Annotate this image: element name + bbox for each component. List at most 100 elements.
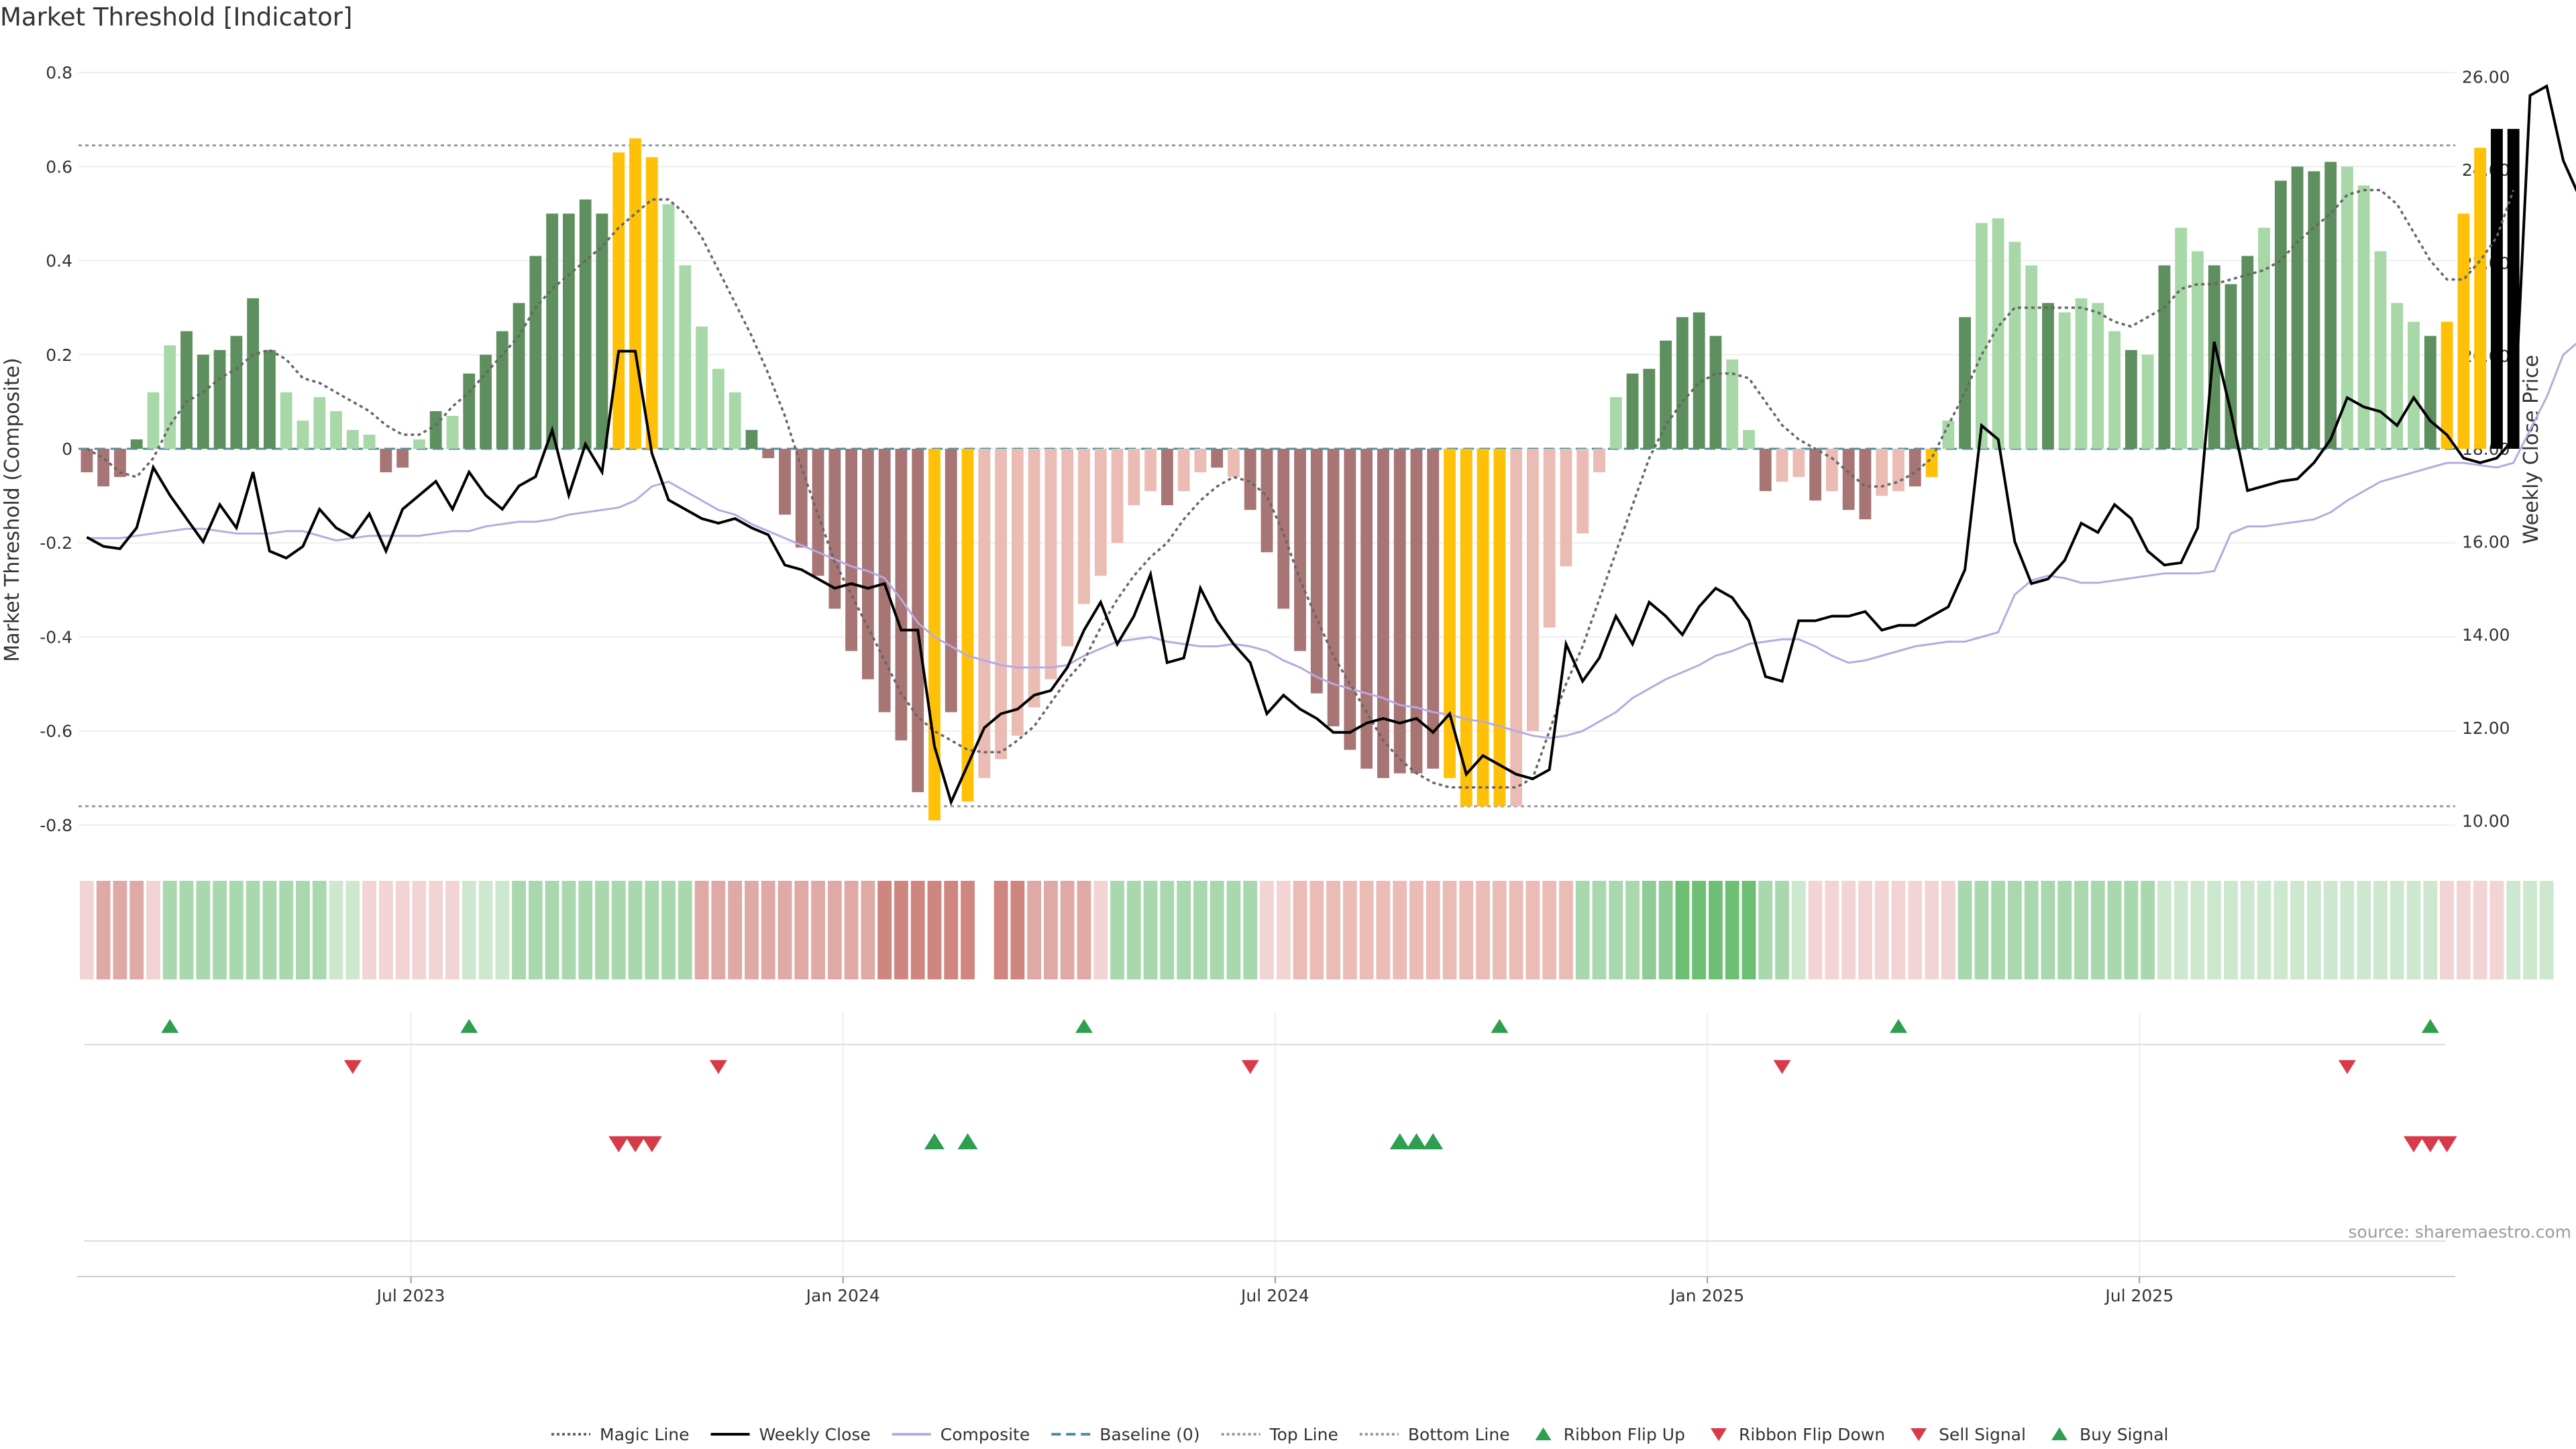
ribbon-segment	[1525, 881, 1540, 979]
composite-bar	[2075, 298, 2088, 449]
ribbon-segment	[1874, 881, 1889, 979]
ribbon-segment	[1359, 881, 1374, 979]
ribbon-segment	[1675, 881, 1690, 979]
composite-bar	[1859, 449, 1872, 520]
source-label: source: sharemaestro.com	[2349, 1222, 2572, 1242]
composite-bar	[1377, 449, 1389, 778]
composite-bar	[2158, 265, 2171, 449]
composite-bar	[629, 138, 641, 449]
x-tick-label: Jul 2025	[2104, 1286, 2174, 1305]
ribbon-segment	[2107, 881, 2122, 979]
composite-bar	[1792, 449, 1805, 478]
composite-bar	[2258, 227, 2270, 449]
composite-bar	[2391, 303, 2404, 449]
sell-signal-marker	[2420, 1136, 2440, 1152]
composite-bar	[1444, 449, 1456, 778]
x-tick-label: Jul 2024	[1240, 1286, 1309, 1305]
ribbon-segment	[2240, 881, 2255, 979]
left-axis-label: Market Threshold (Composite)	[1, 358, 24, 662]
ribbon-segment	[1326, 881, 1341, 979]
composite-bar	[645, 157, 658, 449]
ribbon-segment	[2390, 881, 2404, 979]
ribbon-flip-down-marker	[2338, 1060, 2356, 1075]
ribbon-segment	[1908, 881, 1923, 979]
ribbon-flip-down-marker	[343, 1060, 362, 1075]
composite-bar	[1676, 317, 1688, 449]
ribbon-segment	[927, 881, 942, 979]
composite-bar	[1144, 449, 1157, 492]
composite-bar	[429, 411, 442, 449]
composite-bar	[97, 449, 110, 487]
composite-bar	[2175, 227, 2188, 449]
composite-bar	[313, 396, 326, 449]
ribbon-segment	[345, 881, 360, 979]
ribbon-segment	[96, 881, 111, 979]
ribbon-segment	[578, 881, 593, 979]
legend-item: Buy Signal	[2051, 1425, 2169, 1444]
ribbon-segment	[512, 881, 526, 979]
buy-signal-marker	[1389, 1133, 1410, 1150]
composite-bar	[1825, 449, 1838, 492]
ribbon-segment	[2041, 881, 2055, 979]
composite-bar	[1543, 449, 1556, 628]
composite-bar	[1177, 449, 1190, 492]
composite-bar	[2208, 265, 2220, 449]
ribbon-segment	[2306, 881, 2321, 979]
composite-bar	[745, 429, 758, 449]
ribbon-segment	[2539, 881, 2554, 979]
composite-bar	[1011, 449, 1024, 736]
ribbon-segment	[1709, 881, 1723, 979]
composite-bar	[2125, 350, 2137, 449]
ribbon-segment	[1542, 881, 1557, 979]
composite-bar	[1344, 449, 1356, 750]
composite-bar	[795, 449, 808, 548]
ribbon-segment	[761, 881, 775, 979]
composite-bar	[513, 303, 525, 449]
composite-bar	[2224, 284, 2237, 449]
composite-bar	[1228, 449, 1240, 478]
ribbon-segment	[1625, 881, 1640, 979]
composite-bar	[1576, 449, 1589, 534]
ribbon-flip-down-markers	[343, 1060, 2356, 1075]
x-tick-label: Jul 2023	[376, 1286, 445, 1305]
legend-item: Baseline (0)	[1051, 1425, 1200, 1444]
ribbon-segment	[1775, 881, 1789, 979]
ribbon-segment	[1309, 881, 1324, 979]
ribbon-segment	[1276, 881, 1291, 979]
ribbon-segment	[1060, 881, 1075, 979]
composite-bar	[1560, 449, 1572, 567]
ribbon-segment	[1791, 881, 1806, 979]
ribbon-segment	[1409, 881, 1424, 979]
ribbon-segment	[1509, 881, 1523, 979]
composite-bar	[1643, 368, 1656, 449]
left-tick-label: -0.4	[40, 627, 72, 647]
composite-bar	[1842, 449, 1855, 511]
composite-bar	[2192, 251, 2204, 449]
composite-bar	[297, 420, 309, 449]
ribbon-flip-up-marker	[1889, 1018, 1907, 1033]
ribbon-segment	[561, 881, 576, 979]
composite-bar	[380, 449, 392, 473]
left-tick-label: 0.6	[46, 157, 72, 176]
composite-bar	[197, 354, 209, 449]
ribbon-segment	[196, 881, 211, 979]
ribbon-segment	[279, 881, 294, 979]
composite-bar	[230, 335, 243, 449]
ribbon-segment	[179, 881, 194, 979]
ribbon-segment	[661, 881, 676, 979]
buy-signal-marker	[924, 1133, 945, 1150]
composite-bar	[2092, 303, 2104, 449]
ribbon-segment	[1210, 881, 1224, 979]
ribbon-segment	[1974, 881, 1989, 979]
right-tick-label: 14.00	[2462, 625, 2510, 645]
composite-bar	[762, 449, 775, 459]
ribbon-segment	[1559, 881, 1573, 979]
signal-panel-grid	[77, 1013, 2455, 1277]
legend-item: Sell Signal	[1911, 1425, 2026, 1444]
composite-bar	[264, 350, 276, 449]
ribbon-segment	[2124, 881, 2139, 979]
ribbon-segment	[2357, 881, 2371, 979]
ribbon-segment	[811, 881, 825, 979]
composite-bar	[1128, 449, 1140, 506]
composite-bar	[363, 434, 376, 449]
